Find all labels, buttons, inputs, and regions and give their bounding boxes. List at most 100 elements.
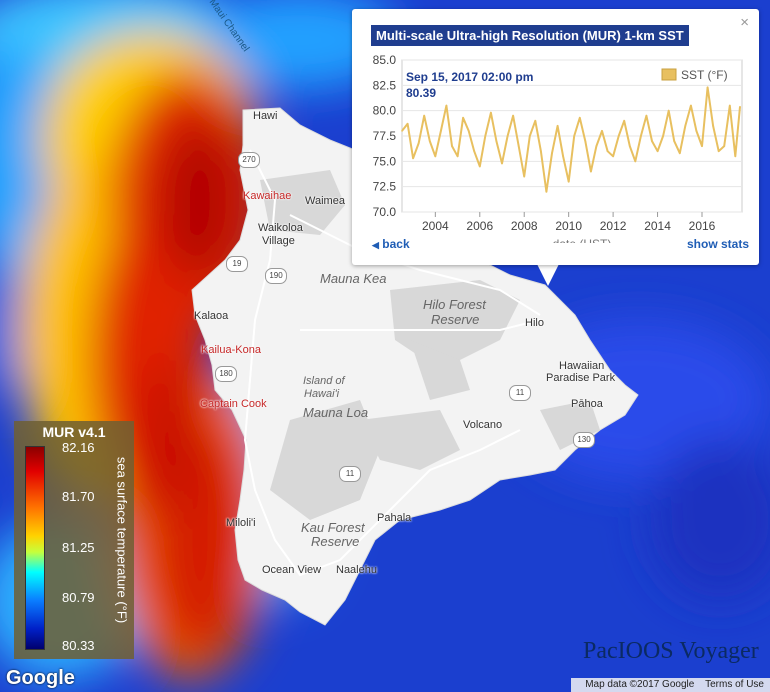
sst-data-point (573, 135, 575, 137)
route-11-shield-south: 11 (339, 466, 361, 482)
sst-data-point (623, 120, 625, 122)
back-label: back (382, 237, 410, 251)
legend-colorbar (25, 446, 45, 650)
map-data-label: Map data ©2017 Google (585, 679, 695, 690)
sst-data-point (417, 142, 420, 144)
y-tick-label-85.0: 85.0 (373, 53, 397, 67)
place-waimea: Waimea (305, 195, 345, 207)
chevron-left-icon: ◀ (372, 240, 379, 250)
place-kawaihae: Kawaihae (243, 190, 292, 202)
legend-tick-min: 80.33 (62, 638, 95, 653)
sst-line-chart[interactable]: 85.0 82.5 80.0 77.5 75.0 72.5 70.0 2004 2006 2008… (352, 53, 759, 243)
sst-data-point (401, 130, 403, 132)
chart-legend-swatch (661, 68, 677, 81)
sst-data-point (662, 135, 664, 137)
place-hawi: Hawi (253, 110, 278, 122)
sst-data-point (423, 114, 425, 117)
tooltip-date: Sep 15, 2017 02:00 pm (406, 70, 533, 84)
place-hilo-forest: Hilo Forest (423, 297, 486, 312)
y-tick-label-70.0: 70.0 (373, 205, 397, 219)
route-11-shield: 11 (509, 385, 531, 401)
sst-data-point (601, 130, 603, 132)
y-tick-label-75.0: 75.0 (373, 154, 397, 168)
sst-data-point (695, 130, 698, 132)
place-waikoloa: Waikoloa (258, 222, 303, 234)
sst-data-point (734, 155, 737, 158)
sst-data-point (445, 104, 448, 107)
y-tick-label-80.0: 80.0 (373, 104, 397, 118)
sst-data-point (673, 140, 675, 142)
sst-popup: Multi-scale Ultra-high Resolution (MUR) … (352, 9, 759, 265)
sst-data-point (495, 140, 498, 142)
x-tick-label-2010: 2010 (555, 219, 582, 233)
place-kailua-kona: Kailua-Kona (201, 344, 261, 356)
legend-tick-4: 80.79 (62, 590, 95, 605)
place-volcano: Volcano (463, 419, 503, 431)
sst-data-point (667, 109, 670, 112)
x-tick-label-2004: 2004 (422, 219, 449, 233)
place-hawaiian: Hawaiian (559, 360, 605, 372)
legend-tick-max: 82.16 (62, 440, 95, 455)
sst-data-point (501, 162, 503, 165)
sst-data-point (640, 135, 642, 137)
sst-data-point (629, 145, 631, 147)
route-19-shield: 19 (226, 256, 248, 272)
color-legend: MUR v4.1 82.16 81.70 81.25 80.79 80.33 s… (14, 421, 134, 659)
x-tick-label-2006: 2006 (466, 219, 493, 233)
y-tick-label-82.5: 82.5 (373, 78, 397, 92)
sst-data-point (534, 120, 537, 122)
route-130-shield: 130 (573, 432, 595, 448)
route-190-shield: 190 (265, 268, 287, 284)
sst-data-point (440, 130, 442, 132)
sst-data-point (567, 180, 570, 183)
legend-axis-label: sea surface temperature (°F) (114, 456, 130, 624)
legend-title: MUR v4.1 (42, 424, 106, 440)
map-attribution: Map data ©2017 Google Terms of Use (571, 678, 770, 692)
x-axis-label: date (HST) (553, 237, 612, 243)
sst-data-point (679, 152, 681, 154)
y-tick-label-77.5: 77.5 (373, 129, 397, 143)
pacioos-voyager-logo[interactable]: PacIOOS Voyager (583, 638, 759, 664)
sst-data-point (645, 114, 648, 117)
place-kau-forest: Kau Forest (301, 520, 365, 535)
place-kau-forest-reserve: Reserve (311, 534, 360, 549)
close-icon[interactable]: × (740, 14, 749, 31)
sst-data-point (523, 175, 525, 178)
sst-data-point (579, 117, 581, 119)
place-milolii: Miloli'i (226, 517, 256, 529)
place-captain-cook: Captain Cook (200, 398, 267, 410)
sst-data-point (512, 114, 514, 117)
place-naalehu: Naalehu (336, 564, 377, 576)
sst-data-point (545, 190, 548, 193)
legend-tick-2: 81.70 (62, 489, 95, 504)
place-hilo-forest-reserve: Reserve (431, 312, 480, 327)
popup-tail (537, 264, 559, 286)
sst-data-point (517, 145, 520, 147)
back-link[interactable]: ◀ back (372, 237, 410, 251)
y-tick-label-72.5: 72.5 (373, 180, 397, 194)
sst-data-point (467, 130, 470, 132)
legend-axis: sea surface temperature (°F) (110, 421, 134, 659)
terms-of-use-link[interactable]: Terms of Use (705, 679, 764, 690)
place-island-of: Island of (303, 375, 345, 387)
route-180-shield: 180 (215, 366, 237, 382)
sst-data-point (712, 125, 714, 127)
sst-data-point (612, 155, 614, 158)
x-tick-label-2016: 2016 (689, 219, 716, 233)
sst-data-point (551, 152, 553, 154)
sst-data-point (729, 104, 731, 107)
x-tick-label-2008: 2008 (511, 219, 538, 233)
place-kalaoa: Kalaoa (194, 310, 229, 322)
sst-data-point (412, 157, 414, 160)
google-logo[interactable]: Google (6, 667, 75, 689)
chart-legend-label: SST (°F) (681, 68, 728, 82)
sst-data-point (584, 140, 587, 142)
show-stats-link[interactable]: show stats (686, 237, 749, 251)
sst-data-point (651, 140, 653, 142)
sst-data-point (490, 111, 492, 114)
sst-data-point (595, 145, 598, 147)
place-waikoloa-village: Village (262, 235, 295, 247)
tooltip-value: 80.39 (406, 86, 436, 100)
sst-data-point (473, 150, 475, 152)
sst-data-point (484, 135, 487, 137)
